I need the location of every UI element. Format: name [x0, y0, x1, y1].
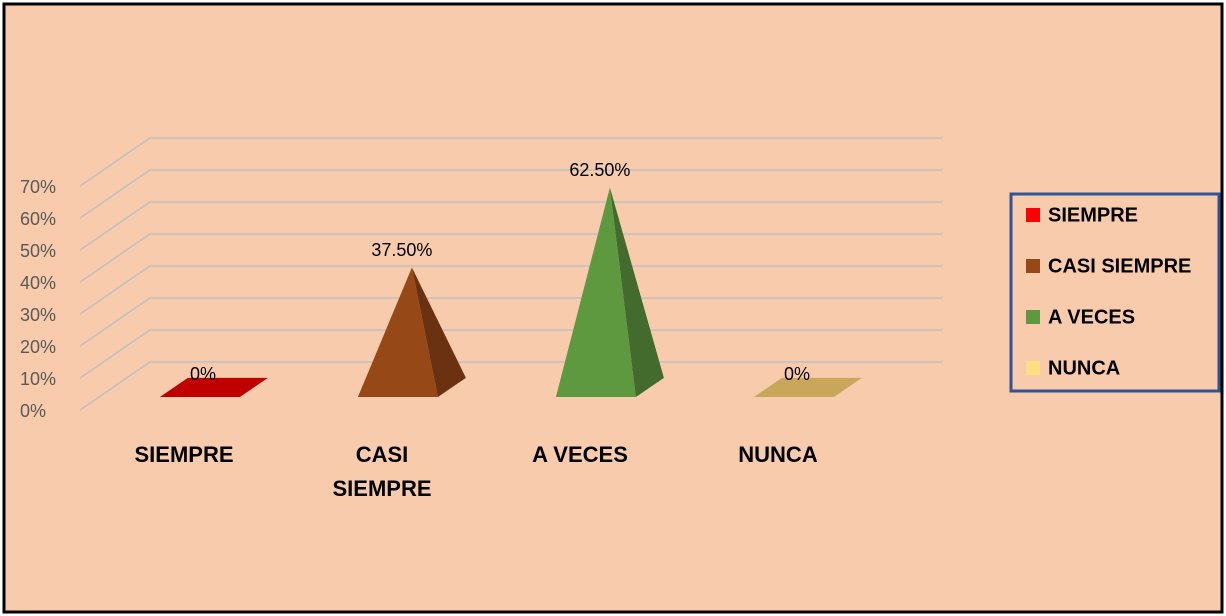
- grid-line: [79, 169, 943, 219]
- y-tick-label: 40%: [20, 273, 56, 293]
- grid-line: [79, 233, 943, 283]
- y-tick-label: 70%: [20, 177, 56, 197]
- value-label: 0%: [784, 364, 810, 384]
- pyramid: [159, 377, 268, 398]
- y-tick-label: 0%: [20, 401, 46, 421]
- y-tick-label: 50%: [20, 241, 56, 261]
- pyramid: [753, 377, 862, 398]
- y-tick-label: 20%: [20, 337, 56, 357]
- legend-swatch: [1026, 208, 1040, 222]
- legend-label: A VECES: [1048, 306, 1135, 328]
- grid-line: [79, 201, 943, 251]
- x-tick-label: SIEMPRE: [134, 442, 234, 467]
- legend-swatch: [1026, 310, 1040, 324]
- legend-label: SIEMPRE: [1048, 204, 1138, 226]
- grid-line: [79, 137, 943, 187]
- pyramid-base: [159, 377, 268, 398]
- grid-line: [79, 297, 943, 347]
- pyramid-base: [753, 377, 862, 398]
- pyramid-front-face: [357, 267, 438, 398]
- grid-line: [79, 265, 943, 315]
- value-label: 62.50%: [569, 160, 630, 180]
- y-tick-label: 60%: [20, 209, 56, 229]
- legend-swatch: [1026, 361, 1040, 375]
- pyramid: [555, 187, 664, 398]
- x-tick-label: NUNCA: [738, 442, 818, 467]
- legend-swatch: [1026, 259, 1040, 273]
- pyramid-side-face: [411, 267, 466, 398]
- pyramid-side-face: [609, 187, 664, 398]
- pyramid-front-face: [555, 187, 636, 398]
- y-tick-label: 10%: [20, 369, 56, 389]
- legend-label: NUNCA: [1048, 357, 1120, 379]
- grid-line: [79, 329, 943, 379]
- legend-box: [1009, 192, 1221, 393]
- x-tick-label: A VECES: [532, 442, 628, 467]
- value-label: 37.50%: [371, 240, 432, 260]
- pyramid: [357, 267, 466, 398]
- y-tick-label: 30%: [20, 305, 56, 325]
- x-tick-label: CASI SIEMPRE: [332, 442, 432, 501]
- value-label: 0%: [190, 364, 216, 384]
- grid-line: [79, 361, 943, 411]
- legend-label: CASI SIEMPRE: [1048, 255, 1191, 277]
